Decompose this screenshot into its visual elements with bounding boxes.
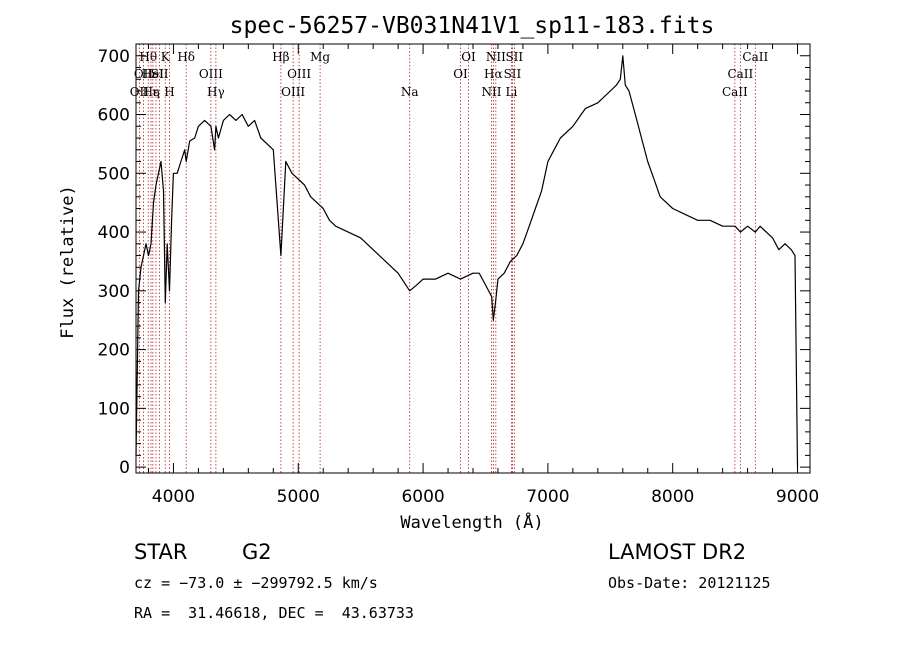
x-tick-label: 7000 bbox=[526, 487, 569, 507]
y-tick-label: 100 bbox=[98, 399, 130, 419]
spectrum-series bbox=[135, 55, 799, 468]
x-tick-label: 6000 bbox=[401, 487, 444, 507]
line-label: CaII bbox=[727, 67, 753, 81]
object-subclass: G2 bbox=[242, 540, 272, 564]
line-label: Hθ bbox=[139, 50, 157, 64]
line-label: SII bbox=[504, 67, 522, 81]
line-label: Mg bbox=[310, 50, 330, 64]
object-class: STAR bbox=[134, 540, 188, 564]
x-tick-label: 9000 bbox=[776, 487, 819, 507]
line-label: Li bbox=[506, 85, 518, 99]
survey-name: LAMOST DR2 bbox=[608, 540, 747, 564]
line-label: Hγ bbox=[207, 85, 225, 99]
line-label: OII bbox=[134, 67, 154, 81]
line-label: OII bbox=[130, 85, 150, 99]
y-tick-label: 300 bbox=[98, 282, 130, 302]
line-label: CaII bbox=[722, 85, 748, 99]
y-axis-label: Flux (relative) bbox=[58, 185, 78, 339]
line-label: Hδ bbox=[177, 50, 195, 64]
x-axis-label: Wavelength (Å) bbox=[400, 511, 543, 533]
y-tick-label: 700 bbox=[98, 47, 130, 67]
axis-ticks: 4000 5000 6000 7000 8000 9000 0 100 200 300 400 500… bbox=[98, 44, 819, 507]
line-label: CaII bbox=[742, 50, 768, 64]
x-tick-label: 8000 bbox=[651, 487, 694, 507]
line-label: NII bbox=[481, 85, 501, 99]
y-tick-label: 200 bbox=[98, 341, 130, 361]
line-label: SII bbox=[151, 67, 169, 81]
line-label: OIII bbox=[199, 67, 223, 81]
line-label: Hβ bbox=[272, 50, 289, 64]
line-label: OI bbox=[461, 50, 476, 64]
line-label: Hα bbox=[484, 67, 503, 81]
spectral-line-markers: OII OII Hθ Hε HeI η SII K H Hδ OIII Hγ Hβ OIII OIII Mg N… bbox=[130, 44, 768, 473]
line-label: η bbox=[152, 85, 159, 99]
line-label: Na bbox=[401, 85, 419, 99]
y-tick-label: 0 bbox=[119, 458, 130, 478]
observation-date: Obs-Date: 20121125 bbox=[608, 574, 771, 592]
line-label: OIII bbox=[281, 85, 305, 99]
line-label: HeI bbox=[142, 67, 165, 81]
x-tick-label: 4000 bbox=[152, 487, 195, 507]
y-tick-label: 500 bbox=[98, 164, 130, 184]
plot-frame bbox=[135, 43, 811, 474]
spectrum-line bbox=[135, 55, 799, 468]
line-label: H bbox=[164, 85, 174, 99]
y-tick-label: 600 bbox=[98, 106, 130, 126]
line-label: SII bbox=[505, 50, 523, 64]
line-label: K bbox=[161, 50, 171, 64]
redshift-text: cz = −73.0 ± −299792.5 km/s bbox=[134, 574, 378, 592]
line-label: Hε bbox=[143, 85, 160, 99]
line-label: OIII bbox=[287, 67, 311, 81]
line-label: NII bbox=[486, 50, 506, 64]
chart-title: spec-56257-VB031N41V1_sp11-183.fits bbox=[230, 13, 715, 39]
y-tick-label: 400 bbox=[98, 223, 130, 243]
x-tick-label: 5000 bbox=[277, 487, 320, 507]
line-label: OI bbox=[453, 67, 468, 81]
ra-dec-text: RA = 31.46618, DEC = 43.63733 bbox=[134, 604, 414, 622]
